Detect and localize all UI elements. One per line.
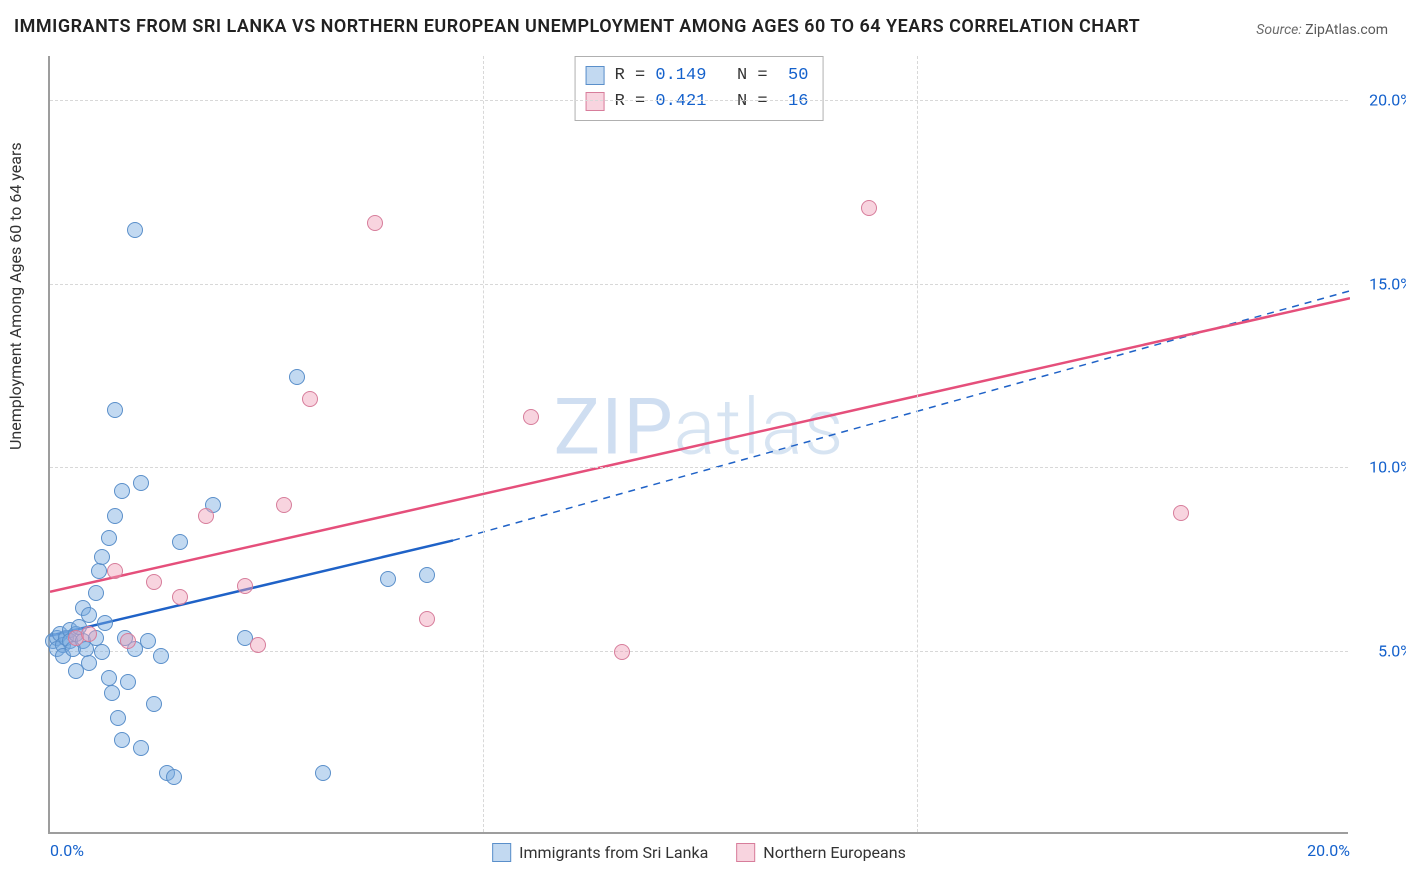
stats-row-sri_lanka: R = 0.149 N = 50 — [586, 63, 809, 89]
data-point-northern_eu — [302, 391, 318, 407]
gridline-horizontal — [50, 651, 1348, 652]
data-point-northern_eu — [146, 574, 162, 590]
data-point-sri_lanka — [101, 670, 117, 686]
data-point-northern_eu — [120, 633, 136, 649]
source-attribution: Source: ZipAtlas.com — [1256, 22, 1388, 38]
y-tick-label: 10.0% — [1356, 458, 1406, 477]
data-point-northern_eu — [523, 409, 539, 425]
data-point-sri_lanka — [88, 585, 104, 601]
data-point-sri_lanka — [133, 740, 149, 756]
data-point-sri_lanka — [94, 549, 110, 565]
data-point-sri_lanka — [107, 508, 123, 524]
legend-swatch — [586, 92, 605, 111]
legend-label: Immigrants from Sri Lanka — [519, 843, 708, 862]
gridline-vertical — [483, 56, 484, 832]
data-point-northern_eu — [250, 637, 266, 653]
data-point-sri_lanka — [133, 475, 149, 491]
bottom-legend: Immigrants from Sri Lanka Northern Europe… — [492, 843, 906, 862]
data-point-sri_lanka — [166, 769, 182, 785]
data-point-sri_lanka — [107, 402, 123, 418]
watermark-strong: ZIP — [554, 383, 674, 474]
data-point-sri_lanka — [289, 369, 305, 385]
data-point-northern_eu — [614, 644, 630, 660]
legend-item-northern_eu: Northern Europeans — [736, 843, 906, 862]
data-point-northern_eu — [81, 626, 97, 642]
data-point-northern_eu — [172, 589, 188, 605]
data-point-sri_lanka — [114, 732, 130, 748]
data-point-sri_lanka — [114, 483, 130, 499]
source-label: Source: — [1256, 22, 1301, 38]
gridline-vertical — [917, 56, 918, 832]
data-point-sri_lanka — [120, 674, 136, 690]
data-point-sri_lanka — [172, 534, 188, 550]
data-point-northern_eu — [861, 200, 877, 216]
data-point-sri_lanka — [315, 765, 331, 781]
data-point-northern_eu — [419, 611, 435, 627]
data-point-sri_lanka — [140, 633, 156, 649]
data-point-sri_lanka — [146, 696, 162, 712]
watermark-light: atlas — [674, 383, 845, 474]
data-point-sri_lanka — [104, 685, 120, 701]
chart-title: IMMIGRANTS FROM SRI LANKA VS NORTHERN EU… — [14, 16, 1140, 37]
y-tick-label: 5.0% — [1356, 641, 1406, 660]
data-point-sri_lanka — [97, 615, 113, 631]
y-axis-label: Unemployment Among Ages 60 to 64 years — [6, 142, 25, 450]
legend-label: Northern Europeans — [763, 843, 906, 862]
watermark: ZIPatlas — [554, 383, 845, 474]
data-point-sri_lanka — [127, 222, 143, 238]
data-point-sri_lanka — [153, 648, 169, 664]
x-tick-label: 20.0% — [1307, 841, 1350, 860]
stats-text: R = 0.421 N = 16 — [615, 89, 809, 115]
gridline-horizontal — [50, 100, 1348, 101]
stats-row-northern_eu: R = 0.421 N = 16 — [586, 89, 809, 115]
trend-lines — [50, 56, 1350, 834]
stats-text: R = 0.149 N = 50 — [615, 63, 809, 89]
scatter-plot-area: ZIPatlas R = 0.149 N = 50R = 0.421 N = 1… — [48, 56, 1348, 834]
gridline-horizontal — [50, 284, 1348, 285]
source-value: ZipAtlas.com — [1305, 22, 1388, 38]
data-point-sri_lanka — [81, 607, 97, 623]
data-point-sri_lanka — [380, 571, 396, 587]
legend-swatch — [492, 843, 511, 862]
data-point-sri_lanka — [94, 644, 110, 660]
data-point-sri_lanka — [110, 710, 126, 726]
data-point-sri_lanka — [91, 563, 107, 579]
data-point-northern_eu — [276, 497, 292, 513]
data-point-northern_eu — [1173, 505, 1189, 521]
y-tick-label: 15.0% — [1356, 274, 1406, 293]
data-point-northern_eu — [237, 578, 253, 594]
data-point-northern_eu — [198, 508, 214, 524]
correlation-stats-box: R = 0.149 N = 50R = 0.421 N = 16 — [575, 56, 824, 121]
data-point-sri_lanka — [419, 567, 435, 583]
y-tick-label: 20.0% — [1356, 91, 1406, 110]
data-point-sri_lanka — [68, 663, 84, 679]
legend-item-sri_lanka: Immigrants from Sri Lanka — [492, 843, 708, 862]
data-point-northern_eu — [107, 563, 123, 579]
legend-swatch — [586, 66, 605, 85]
x-tick-label: 0.0% — [50, 841, 84, 860]
data-point-sri_lanka — [101, 530, 117, 546]
gridline-horizontal — [50, 467, 1348, 468]
data-point-northern_eu — [367, 215, 383, 231]
legend-swatch — [736, 843, 755, 862]
